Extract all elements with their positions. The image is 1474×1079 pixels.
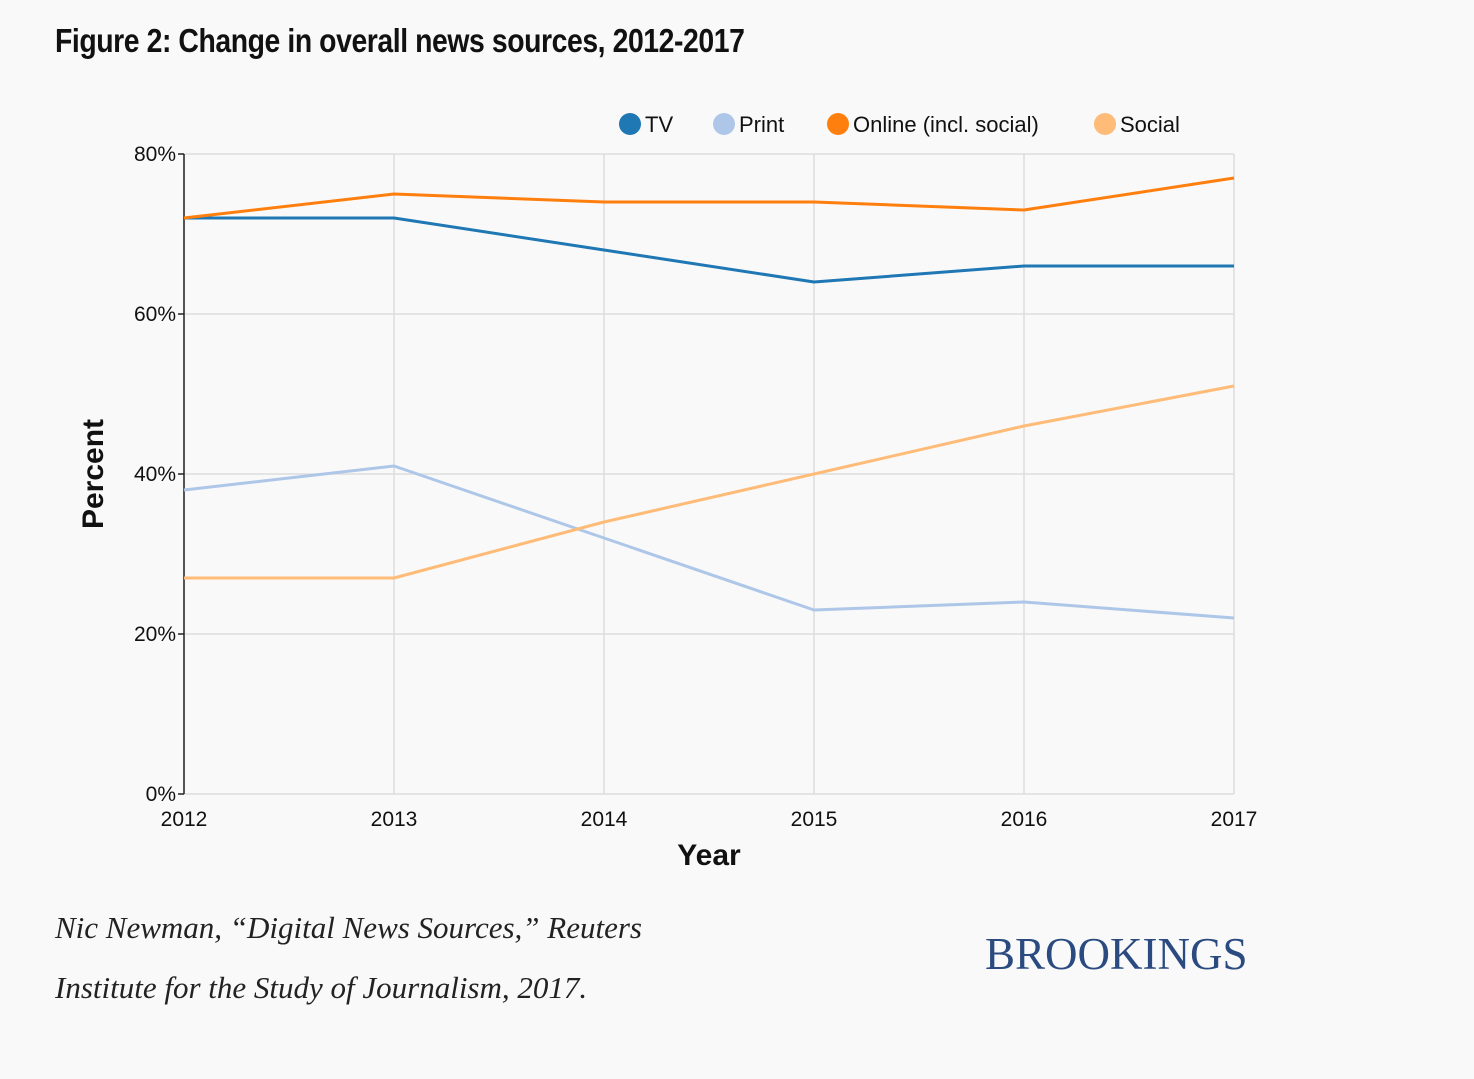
x-tick-label: 2016 bbox=[1001, 808, 1048, 831]
legend-label: Print bbox=[739, 112, 784, 137]
legend-swatch bbox=[619, 113, 641, 135]
legend-swatch bbox=[713, 113, 735, 135]
chart-title: Figure 2: Change in overall news sources… bbox=[55, 22, 745, 59]
legend-label: TV bbox=[645, 112, 673, 137]
y-tick-label: 80% bbox=[134, 143, 176, 166]
legend-label: Online (incl. social) bbox=[853, 112, 1039, 137]
x-tick-label: 2017 bbox=[1211, 808, 1258, 831]
legend: TV Print Online (incl. social) Social bbox=[619, 112, 1180, 137]
line-chart: 0% 20% 40% 60% 80% 2012 2013 2014 2015 2016 2017 T… bbox=[77, 112, 1257, 872]
series-line-print bbox=[183, 464, 1235, 620]
axes: 0% 20% 40% 60% 80% 2012 2013 2014 2015 2016 2017 bbox=[134, 143, 1257, 831]
legend-swatch bbox=[827, 113, 849, 135]
series-line-social bbox=[184, 384, 1235, 580]
source-citation: Nic Newman, “Digital News Sources,” Reut… bbox=[55, 898, 642, 1018]
legend-label: Social bbox=[1120, 112, 1180, 137]
x-tick-label: 2015 bbox=[791, 808, 838, 831]
y-tick-label: 0% bbox=[146, 783, 176, 806]
x-axis-label: Year bbox=[677, 839, 741, 872]
y-axis-label: Percent bbox=[77, 419, 110, 529]
y-tick-label: 20% bbox=[134, 623, 176, 646]
grid-lines bbox=[183, 153, 1235, 795]
x-tick-label: 2013 bbox=[371, 808, 418, 831]
legend-swatch bbox=[1094, 113, 1116, 135]
legend-item-social: Social bbox=[1094, 112, 1180, 137]
series-line-tv bbox=[184, 216, 1234, 284]
y-tick-label: 40% bbox=[134, 463, 176, 486]
legend-item-print: Print bbox=[713, 112, 784, 137]
y-tick-label: 60% bbox=[134, 303, 176, 326]
legend-item-tv: TV bbox=[619, 112, 673, 137]
legend-item-online-incl-social: Online (incl. social) bbox=[827, 112, 1039, 137]
x-tick-label: 2012 bbox=[161, 808, 208, 831]
brookings-logo: BROOKINGS bbox=[985, 929, 1248, 979]
source-line-1: Nic Newman, “Digital News Sources,” Reut… bbox=[55, 910, 642, 945]
series-line-online-incl-social bbox=[183, 176, 1235, 220]
source-line-2: Institute for the Study of Journalism, 2… bbox=[55, 970, 588, 1005]
x-tick-label: 2014 bbox=[581, 808, 628, 831]
series-lines bbox=[183, 176, 1235, 620]
